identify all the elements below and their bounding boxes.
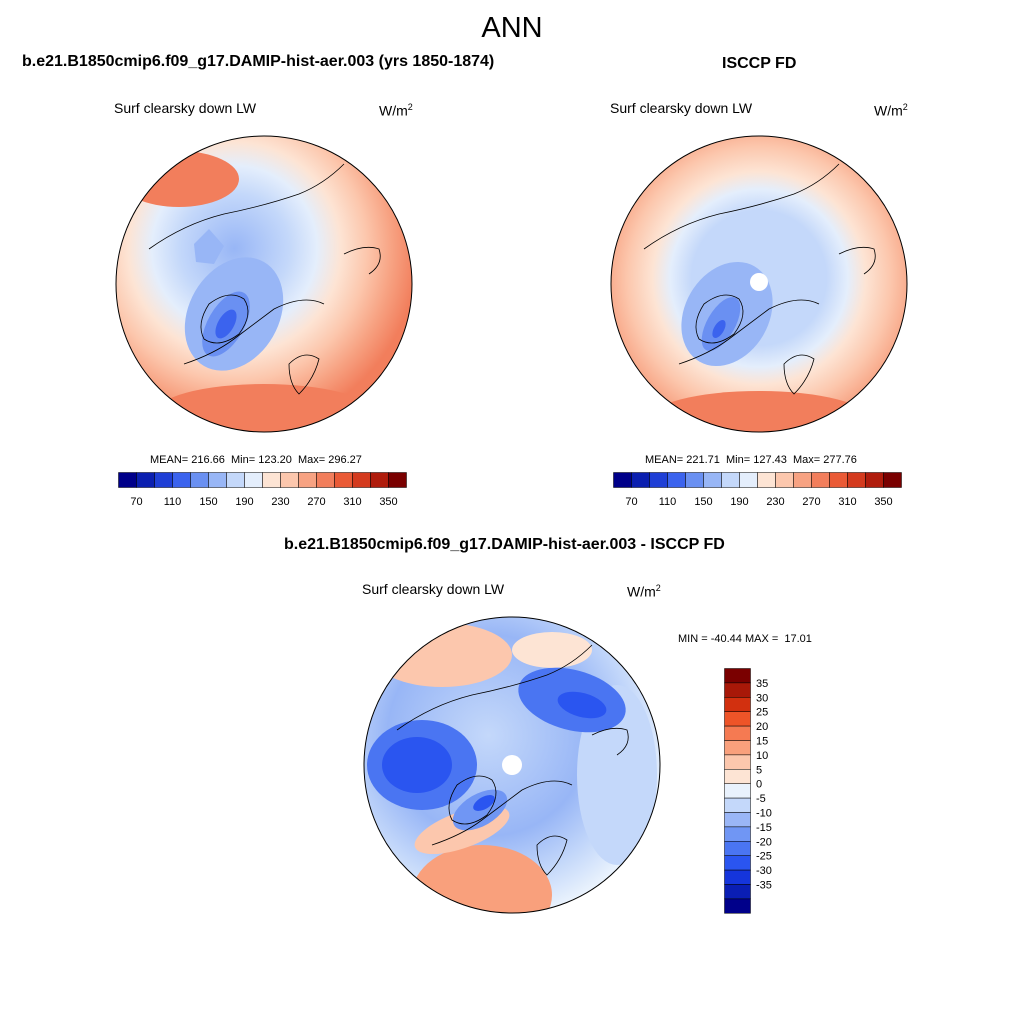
panel1-colorbar-tick-label: 350 — [379, 496, 397, 508]
panel3-colorbar-tick-label: -25 — [756, 851, 772, 863]
panel3-colorbar-tick-label: -35 — [756, 880, 772, 892]
panel2-colorbar-tick-label: 70 — [625, 496, 637, 508]
panel2-colorbar-swatch — [721, 472, 740, 488]
panel2-colorbar: 70 110 150 190 230 270 310 350 — [613, 472, 902, 508]
panel3-colorbar-swatch — [724, 711, 751, 727]
panel2-colorbar-swatch — [883, 472, 902, 488]
panel1-colorbar-tick-label: 150 — [199, 496, 217, 508]
panel2-colorbar-tick-label: 270 — [802, 496, 820, 508]
panel1-colorbar-swatch — [352, 472, 371, 488]
panel2-case-title: ISCCP FD — [722, 55, 797, 72]
panel3-stats: MIN = -40.44 MAX = 17.01 — [678, 633, 812, 645]
panel1-colorbar-tick-label: 190 — [235, 496, 253, 508]
panel2-colorbar-tick-label: 230 — [766, 496, 784, 508]
panel3-case-title: b.e21.B1850cmip6.f09_g17.DAMIP-hist-aer.… — [284, 536, 725, 553]
panel3-colorbar: 35 30 25 20 15 10 5 0 -5 -10 -15 -20 -25 -30 -35 — [724, 668, 772, 914]
panel3-colorbar-swatch — [724, 740, 751, 756]
panel2-colorbar-swatch — [793, 472, 812, 488]
panel1-colorbar-swatch — [298, 472, 317, 488]
panel2-polar-map — [610, 135, 908, 433]
panel1-colorbar-swatch — [334, 472, 353, 488]
panel3-colorbar-tick-label: -15 — [756, 822, 772, 834]
panel3-colorbar-tick-label: -10 — [756, 808, 772, 820]
panel3-polar-map — [363, 616, 661, 914]
panel1-colorbar-swatch — [118, 472, 137, 488]
panel3-colorbar-swatch — [724, 884, 751, 900]
panel3-colorbar-tick-label: 35 — [756, 678, 768, 690]
main-title: ANN — [481, 12, 543, 44]
panel1-colorbar-tick-label: 270 — [307, 496, 325, 508]
panel3-colorbar-swatch — [724, 898, 751, 914]
panel3-colorbar-swatch — [724, 826, 751, 842]
panel1-variable-label: Surf clearsky down LW — [114, 100, 257, 116]
panel2-colorbar-tick-label: 110 — [659, 496, 677, 508]
panel1-colorbar-tick-label: 230 — [271, 496, 289, 508]
panel3-colorbar-tick-label: -5 — [756, 793, 766, 805]
panel2-variable-label: Surf clearsky down LW — [610, 100, 753, 116]
panel3-colorbar-swatch — [724, 855, 751, 871]
panel2-colorbar-swatch — [667, 472, 686, 488]
panel3-colorbar-swatch — [724, 754, 751, 770]
panel2-colorbar-tick-label: 190 — [730, 496, 748, 508]
panel1-stats: MEAN= 216.66 Min= 123.20 Max= 296.27 — [150, 454, 362, 466]
panel1-case-title: b.e21.B1850cmip6.f09_g17.DAMIP-hist-aer.… — [22, 53, 495, 70]
panel1-colorbar-tick-label: 70 — [130, 496, 142, 508]
panel2-colorbar-tick-label: 150 — [694, 496, 712, 508]
panel1-colorbar-swatch — [226, 472, 245, 488]
panel2-colorbar-swatch — [649, 472, 668, 488]
panel3-colorbar-tick-label: 25 — [756, 707, 768, 719]
panel3-colorbar-tick-label: 15 — [756, 736, 768, 748]
panel3-colorbar-tick-label: -30 — [756, 865, 772, 877]
panel1-colorbar-swatch — [280, 472, 299, 488]
panel3-colorbar-swatch — [724, 797, 751, 813]
panel2-colorbar-swatch — [739, 472, 758, 488]
panel2-colorbar-swatch — [829, 472, 848, 488]
panel2-colorbar-tick-label: 310 — [838, 496, 856, 508]
panel1-colorbar-swatch — [190, 472, 209, 488]
panel3-colorbar-swatch — [724, 725, 751, 741]
panel1-colorbar-swatch — [154, 472, 173, 488]
panel1-colorbar-swatch — [172, 472, 191, 488]
panel3-colorbar-tick-label: 20 — [756, 721, 768, 733]
panel3-units: W/m2 — [627, 583, 661, 600]
panel2-stats: MEAN= 221.71 Min= 127.43 Max= 277.76 — [645, 454, 857, 466]
panel3-colorbar-swatch — [724, 783, 751, 799]
panel1-colorbar-swatch — [244, 472, 263, 488]
panel1-colorbar-tick-label: 310 — [343, 496, 361, 508]
panel2-colorbar-tick-label: 350 — [874, 496, 892, 508]
panel1-colorbar-swatch — [370, 472, 389, 488]
panel2-colorbar-swatch — [811, 472, 830, 488]
panel1-colorbar-swatch — [316, 472, 335, 488]
panel3-colorbar-tick-label: 5 — [756, 764, 762, 776]
panel2-units: W/m2 — [874, 102, 908, 119]
panel3-colorbar-tick-label: 0 — [756, 779, 762, 791]
panel1-colorbar-tick-label: 110 — [164, 496, 182, 508]
panel1-colorbar-swatch — [208, 472, 227, 488]
panel1-units: W/m2 — [379, 102, 413, 119]
panel3-colorbar-swatch — [724, 682, 751, 698]
panel2-colorbar-swatch — [775, 472, 794, 488]
panel1-colorbar-swatch — [262, 472, 281, 488]
panel3-colorbar-swatch — [724, 869, 751, 885]
panel3-colorbar-swatch — [724, 769, 751, 784]
panel1-colorbar: 70 110 150 190 230 270 310 350 — [118, 472, 407, 508]
panel3-colorbar-swatch — [724, 697, 751, 712]
panel3-variable-label: Surf clearsky down LW — [362, 581, 505, 597]
panel1-colorbar-swatch — [136, 472, 155, 488]
panel1-colorbar-swatch — [388, 472, 407, 488]
panel2-colorbar-swatch — [613, 472, 632, 488]
panel3-colorbar-swatch — [724, 841, 751, 856]
panel3-colorbar-tick-label: 10 — [756, 750, 768, 762]
panel2-colorbar-swatch — [631, 472, 650, 488]
panel2-colorbar-swatch — [865, 472, 884, 488]
panel2-colorbar-swatch — [685, 472, 704, 488]
panel3-colorbar-swatch — [724, 668, 751, 684]
panel1-polar-map — [115, 135, 413, 433]
panel3-colorbar-tick-label: 30 — [756, 692, 768, 704]
panel2-colorbar-swatch — [703, 472, 722, 488]
panel3-colorbar-swatch — [724, 812, 751, 828]
panel2-colorbar-swatch — [847, 472, 866, 488]
panel3-colorbar-tick-label: -20 — [756, 836, 772, 848]
panel2-colorbar-swatch — [757, 472, 776, 488]
